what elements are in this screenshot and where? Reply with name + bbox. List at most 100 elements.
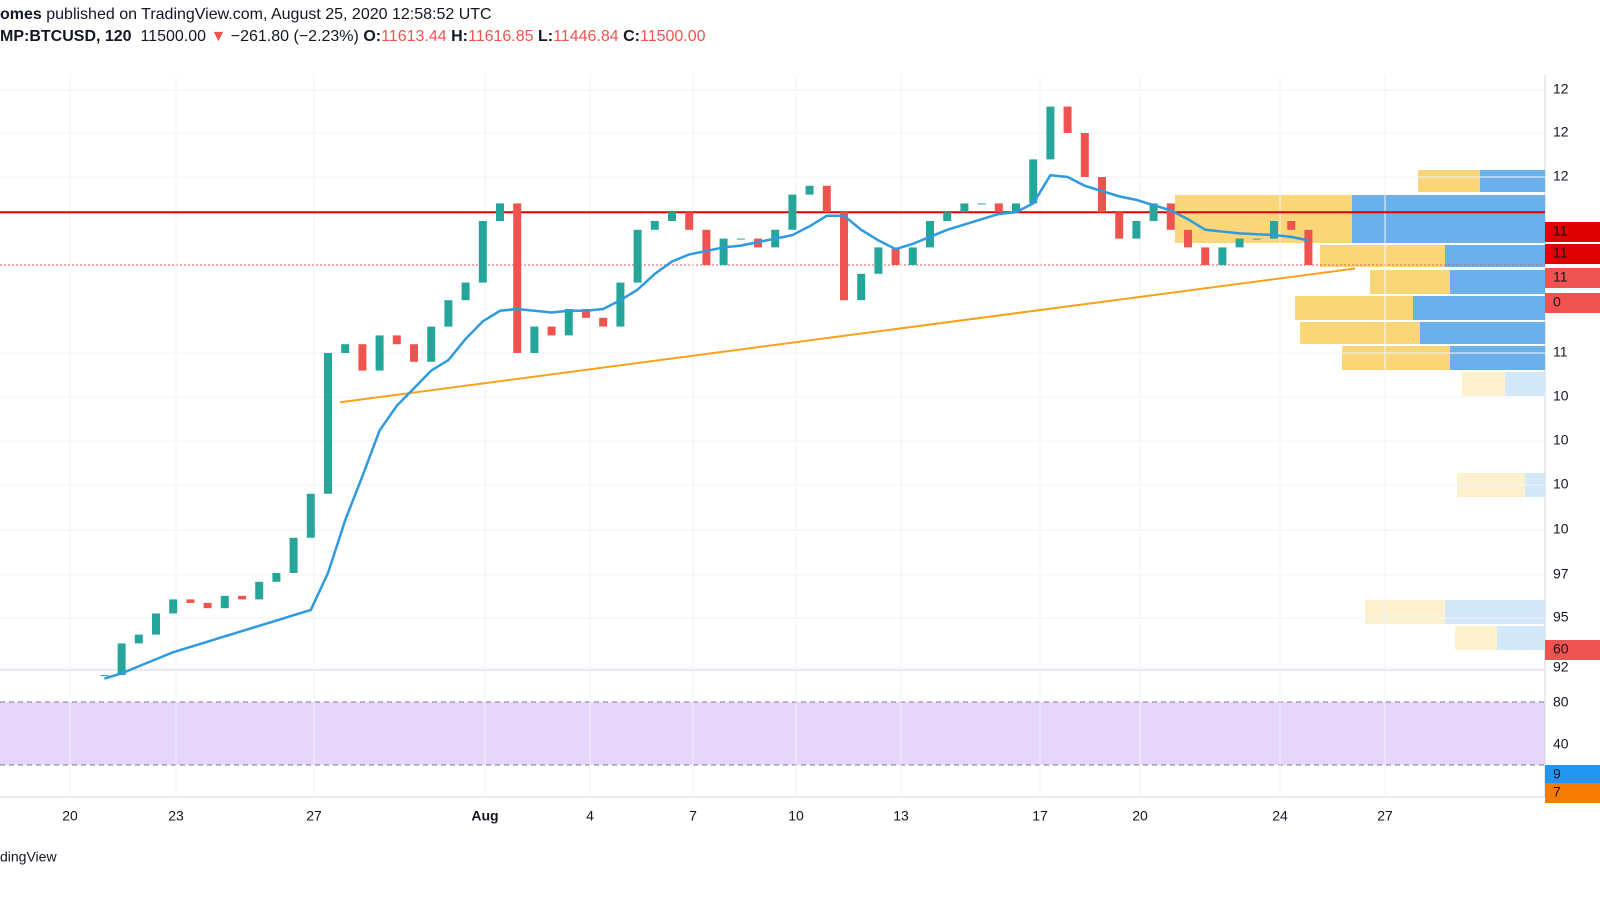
x-label: 27 xyxy=(1377,808,1393,824)
candle xyxy=(1012,203,1020,213)
h: 11616.85 xyxy=(467,28,534,45)
y-label: 10 xyxy=(1553,388,1569,404)
candle xyxy=(926,221,934,248)
candle xyxy=(564,309,573,336)
x-label: 10 xyxy=(788,808,804,824)
candle xyxy=(289,537,298,573)
l: 11446.84 xyxy=(553,28,619,45)
l-label: L: xyxy=(537,28,554,45)
candle xyxy=(736,238,745,240)
candle xyxy=(358,344,367,371)
candle xyxy=(1063,106,1072,133)
candle xyxy=(306,493,315,538)
vp-bar xyxy=(1450,270,1545,294)
candle xyxy=(1201,247,1210,265)
candle xyxy=(1184,229,1192,248)
x-label: 17 xyxy=(1032,808,1048,824)
candle xyxy=(427,326,436,362)
vp-bar xyxy=(1175,195,1352,243)
candle xyxy=(650,221,659,230)
vp-bar xyxy=(1420,322,1545,344)
vp-bar xyxy=(1462,372,1505,396)
candle xyxy=(702,229,711,265)
vp-bar xyxy=(1413,296,1545,320)
price-tag xyxy=(1545,244,1600,264)
stoch-label: 40 xyxy=(1553,736,1569,752)
c: 11500.00 xyxy=(639,28,706,45)
vp-bar xyxy=(1352,195,1545,243)
candle xyxy=(1252,238,1261,240)
vp-bar xyxy=(1450,346,1545,370)
stoch-band xyxy=(0,702,1545,765)
vp-bar xyxy=(1295,296,1413,320)
y-label: 60 xyxy=(1553,641,1569,657)
candle xyxy=(857,273,866,301)
candle xyxy=(375,335,384,371)
candle xyxy=(410,344,418,362)
y-label: 12 xyxy=(1553,81,1569,97)
candle xyxy=(891,247,900,265)
header-line-1: omes published on TradingView.com, Augus… xyxy=(0,6,492,24)
candle xyxy=(341,344,350,353)
y-label: 10 xyxy=(1553,476,1569,492)
candle xyxy=(960,203,969,213)
published: published on TradingView.com, August 25,… xyxy=(41,6,492,23)
candle xyxy=(1098,177,1106,213)
candle xyxy=(582,309,590,318)
last: 11500.00 xyxy=(140,28,207,45)
candle xyxy=(685,212,694,230)
price-tag xyxy=(1545,293,1600,313)
candle xyxy=(152,613,160,635)
price-tag xyxy=(1545,268,1600,288)
candle xyxy=(203,602,212,609)
candle xyxy=(117,643,126,676)
x-label: 7 xyxy=(689,808,697,824)
candle xyxy=(977,203,986,205)
x-label: Aug xyxy=(471,808,498,824)
price-tag xyxy=(1545,222,1600,242)
y-label: 11 xyxy=(1553,344,1568,360)
vp-bar xyxy=(1300,322,1420,344)
candle xyxy=(530,326,539,353)
y-label: 92 xyxy=(1553,659,1569,675)
candle xyxy=(220,595,229,609)
vp-bar xyxy=(1320,245,1445,267)
change: −261.80 (−2.23%) xyxy=(230,28,359,45)
candle xyxy=(1218,247,1227,265)
y-label: 12 xyxy=(1553,168,1569,184)
vp-bar xyxy=(1445,600,1545,624)
candle xyxy=(496,203,504,221)
candle xyxy=(943,212,952,221)
y-label: 10 xyxy=(1553,521,1569,537)
vp-bar xyxy=(1497,626,1545,650)
stoch-tag xyxy=(1545,765,1600,785)
c-label: C: xyxy=(623,28,640,45)
candle xyxy=(668,212,676,221)
candle xyxy=(444,300,453,327)
candle xyxy=(805,185,814,195)
candle xyxy=(616,282,625,327)
candle xyxy=(1115,212,1124,239)
y-label: 12 xyxy=(1553,124,1569,140)
candle xyxy=(1080,133,1089,177)
vp-bar xyxy=(1480,170,1545,192)
price-tag xyxy=(1545,640,1600,660)
x-label: 20 xyxy=(1132,808,1148,824)
x-label: 20 xyxy=(62,808,78,824)
stoch-label: 80 xyxy=(1553,694,1569,710)
candle xyxy=(1166,203,1175,230)
candle xyxy=(633,229,642,283)
vp-bar xyxy=(1342,346,1450,370)
candle xyxy=(1287,221,1296,230)
volume-profile xyxy=(1175,170,1545,650)
candle xyxy=(908,247,917,265)
candle xyxy=(822,185,831,213)
candle xyxy=(874,247,883,274)
vp-bar xyxy=(1418,170,1480,192)
h-label: H: xyxy=(451,28,468,45)
candle xyxy=(324,353,332,494)
o: 11613.44 xyxy=(381,28,447,45)
candle xyxy=(513,203,522,353)
candle xyxy=(1029,159,1038,204)
